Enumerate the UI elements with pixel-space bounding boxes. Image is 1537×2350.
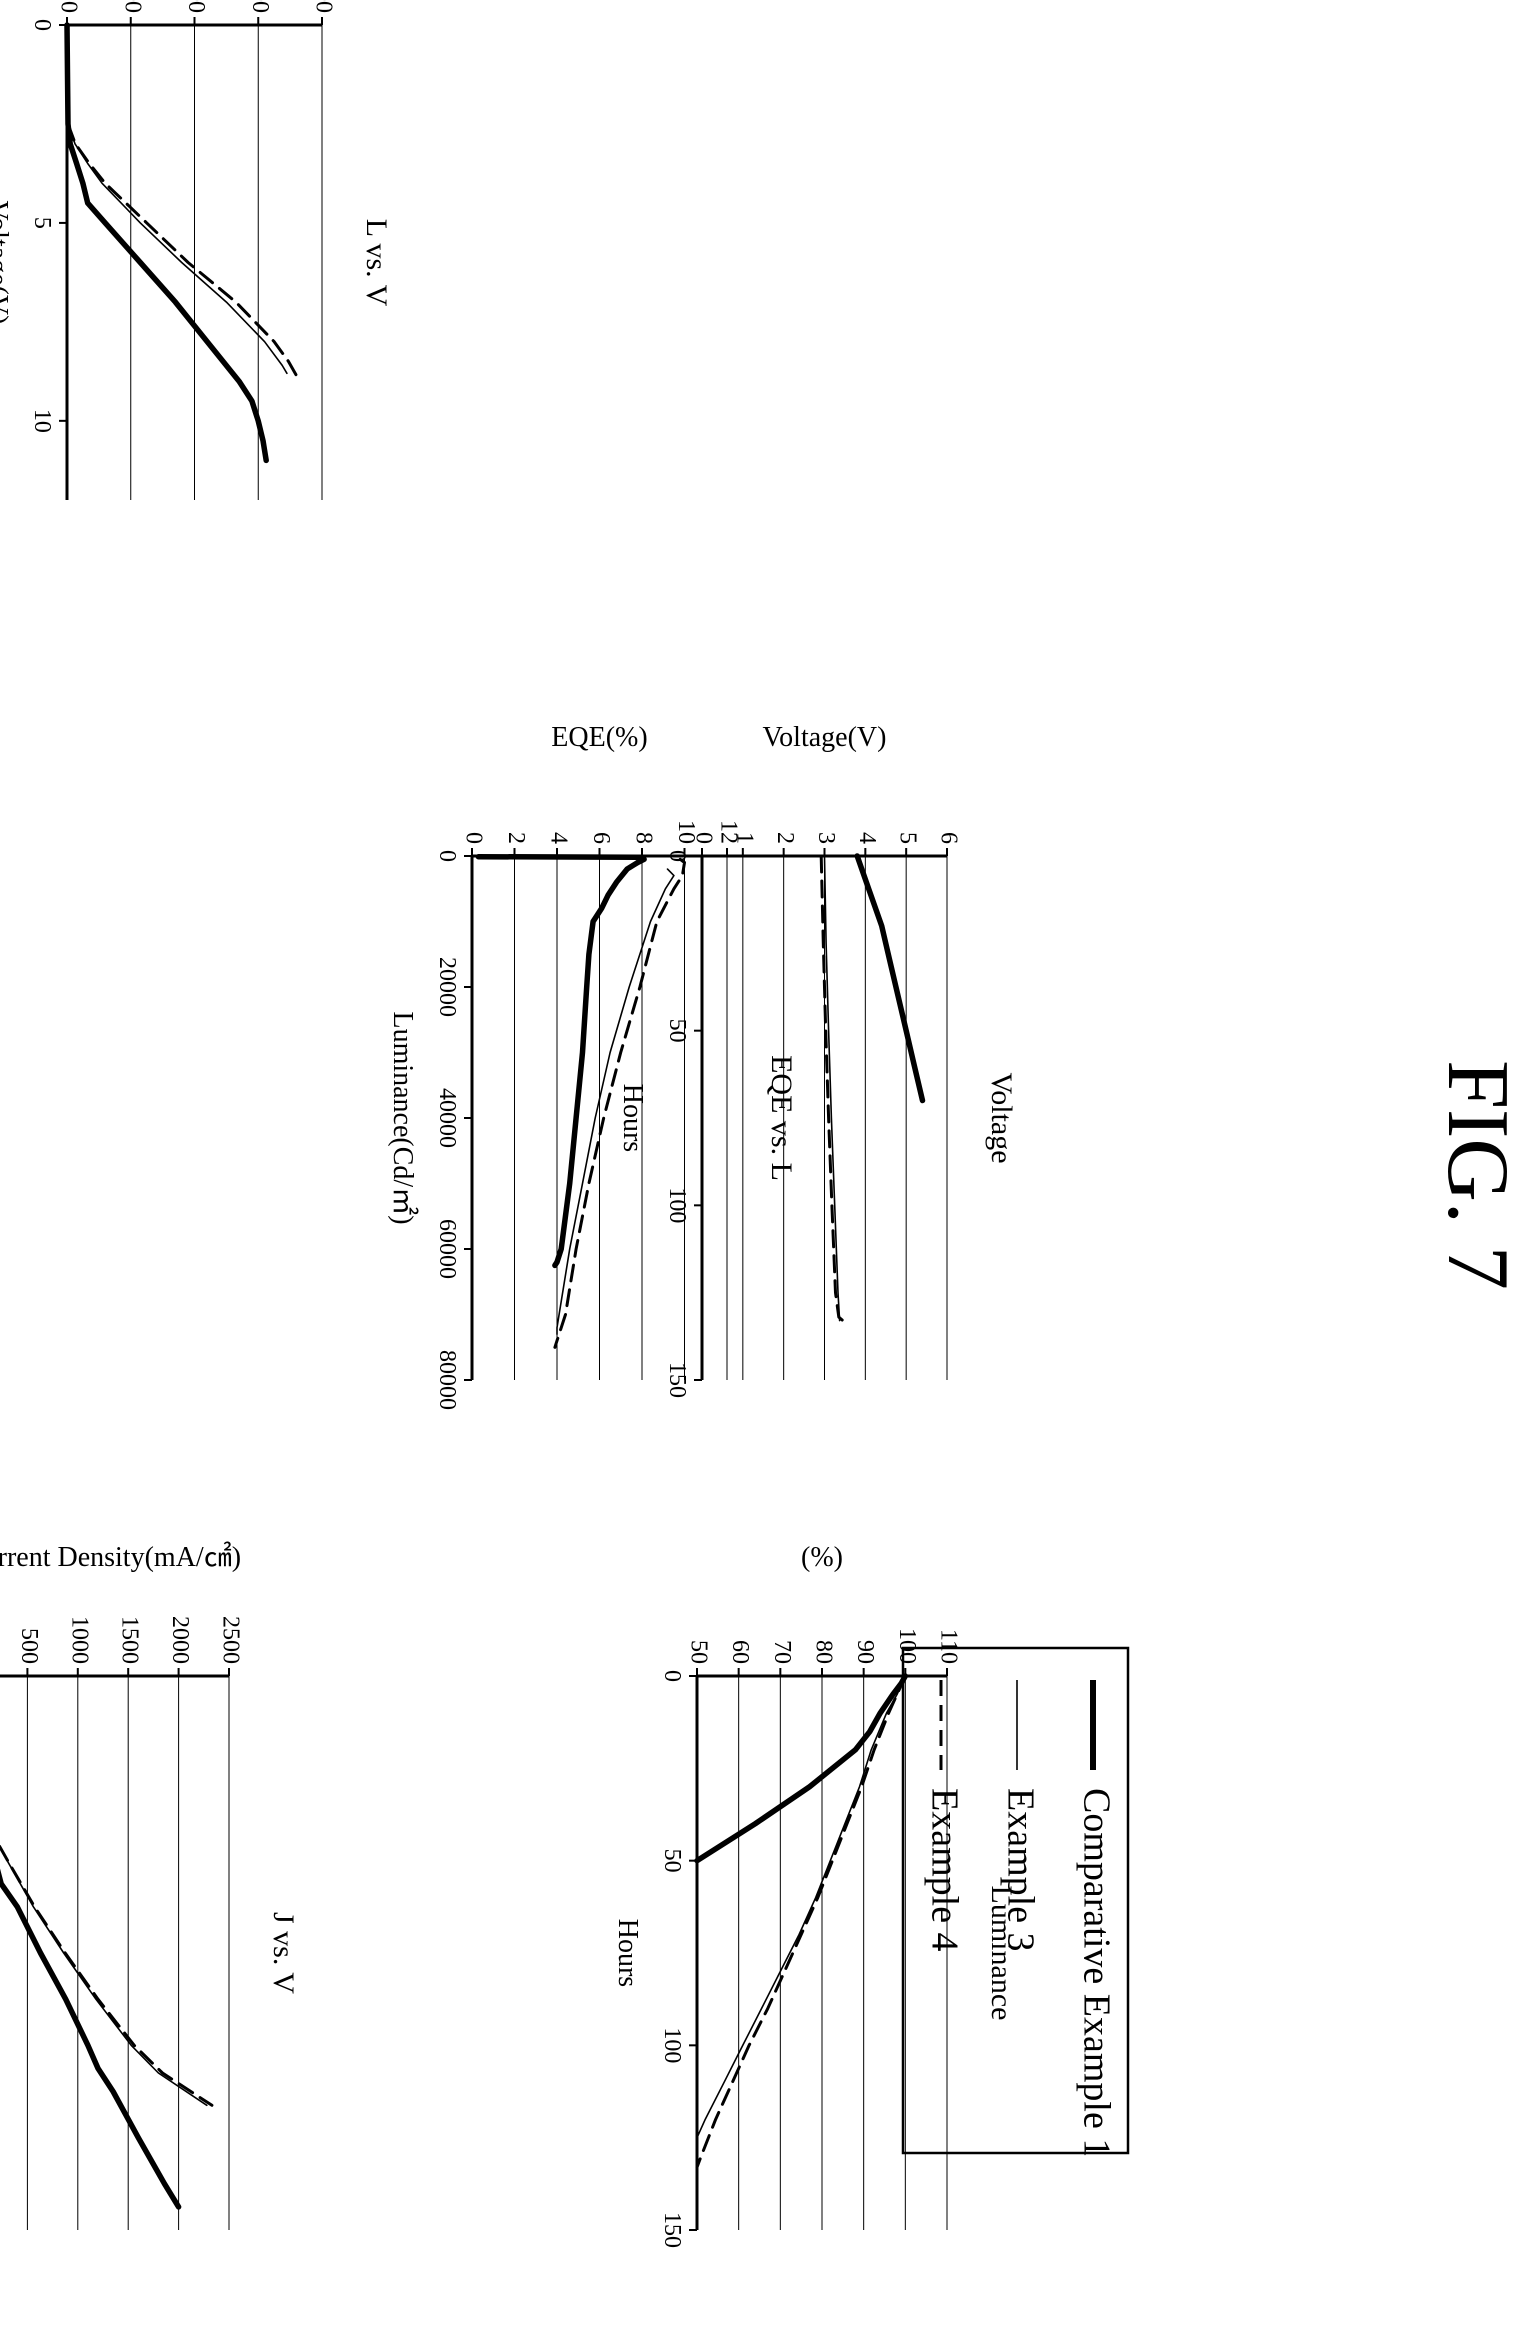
x-axis-label: Luminance(Cd/㎡) [387, 1011, 419, 1224]
x-tick-label: 50 [659, 1849, 685, 1873]
x-tick-label: 20000 [434, 957, 460, 1017]
y-tick-label: 50 [685, 1640, 711, 1664]
y-tick-label: 4 [545, 832, 571, 844]
series-line-comparative-example-1 [475, 853, 647, 1269]
figure-title: FIG. 7 [1429, 1060, 1526, 1290]
legend-box [901, 1646, 1130, 2155]
legend-label-comparative-example-1: Comparative Example 1 [1075, 1788, 1117, 2157]
x-axis-label: Voltage(V) [0, 201, 13, 325]
series-line-example-4 [553, 857, 686, 1349]
x-tick-label: 60000 [434, 1219, 460, 1279]
y-tick-label: 60000 [247, 0, 273, 13]
x-tick-label: 0 [434, 850, 460, 862]
x-tick-label: 5 [29, 217, 55, 229]
y-tick-label: 1 [731, 832, 757, 844]
chart-title: Voltage [985, 1072, 1018, 1163]
y-tick-label: 80000 [310, 0, 336, 13]
y-tick-label: 6 [588, 832, 614, 844]
y-tick-label: 10 [673, 820, 699, 844]
y-tick-label: 40000 [183, 0, 209, 13]
legend-label-example-3: Example 3 [999, 1788, 1041, 1952]
chart-j-vs-v: J vs. V050010001500200025000510Voltage(V… [0, 1541, 300, 2230]
y-axis-label: Voltage(V) [763, 722, 887, 753]
series-line-comparative-example-1 [854, 853, 926, 1104]
y-tick-label: 100 [894, 1628, 920, 1664]
y-tick-label: 60 [727, 1640, 753, 1664]
y-tick-label: 3 [813, 832, 839, 844]
y-tick-label: 0 [690, 832, 716, 844]
series-line-example-3 [0, 1675, 208, 2107]
series-line-example-4 [65, 23, 302, 383]
y-axis-label: EQE(%) [551, 722, 647, 753]
legend-label-example-4: Example 4 [923, 1788, 965, 1952]
y-tick-label: 1500 [117, 1616, 143, 1664]
y-tick-label: 2 [772, 832, 798, 844]
y-tick-label: 500 [16, 1628, 42, 1664]
x-tick-label: 100 [659, 2027, 685, 2063]
legend: Comparative Example 1 Example 3 Example … [901, 1646, 1130, 2157]
x-tick-label: 100 [664, 1187, 690, 1223]
y-tick-label: 6 [935, 832, 961, 844]
y-tick-label: 4 [854, 832, 880, 844]
x-tick-label: 10 [29, 409, 55, 433]
y-tick-label: 0 [55, 1, 81, 13]
series-line-comparative-example-1 [0, 1673, 182, 2210]
x-tick-label: 80000 [434, 1350, 460, 1410]
chart-title: J vs. V [267, 1912, 300, 1994]
y-tick-label: 90 [852, 1640, 878, 1664]
x-tick-label: 0 [29, 19, 55, 31]
x-tick-label: 0 [659, 1670, 685, 1682]
y-tick-label: 2500 [217, 1616, 243, 1664]
x-axis-label: Hours [612, 1919, 643, 1987]
series-line-comparative-example-1 [694, 1673, 909, 1864]
y-tick-label: 110 [935, 1629, 961, 1664]
chart-eqe-vs-l: EQE vs. L0 2 4 6 8 10 12020000400006000080000L… [387, 722, 798, 1410]
y-tick-label: 1000 [66, 1616, 92, 1664]
series-line-example-3 [823, 855, 841, 1322]
x-tick-label: 150 [659, 2212, 685, 2248]
y-tick-label: 2000 [167, 1616, 193, 1664]
series-line-example-3 [556, 868, 675, 1335]
y-tick-label: 12 [715, 820, 741, 844]
series-line-example-4 [0, 1674, 214, 2107]
y-tick-label: 80 [810, 1640, 836, 1664]
chart-title: EQE vs. L [765, 1055, 798, 1181]
series-line-example-4 [819, 854, 845, 1323]
x-tick-label: 40000 [434, 1088, 460, 1148]
x-tick-label: 150 [664, 1362, 690, 1398]
chart-title: Luminance [985, 1886, 1018, 2021]
y-tick-label: 20000 [119, 0, 145, 13]
y-tick-label: 70 [769, 1640, 795, 1664]
chart-l-vs-v: L vs. V 0 20000 40000 60000 80000 0 5 10 Voltage(… [0, 0, 393, 500]
y-tick-label: 2 [503, 832, 529, 844]
x-axis-label: Hours [617, 1084, 648, 1152]
series-line-example-3 [696, 1675, 907, 2139]
series-line-example-3 [66, 24, 288, 375]
y-axis-label: (%) [801, 1542, 843, 1573]
x-tick-label: 0 [664, 850, 690, 862]
chart-title: L vs. V [360, 219, 393, 307]
series-line-example-4 [695, 1674, 907, 2169]
y-axis-label: Current Density(mA/㎠) [0, 1541, 241, 1573]
y-tick-label: 8 [630, 832, 656, 844]
x-tick-label: 50 [664, 1019, 690, 1043]
y-tick-label: 5 [895, 832, 921, 844]
y-tick-label: 0 [460, 832, 486, 844]
series-line-comparative-example-1 [64, 22, 269, 464]
